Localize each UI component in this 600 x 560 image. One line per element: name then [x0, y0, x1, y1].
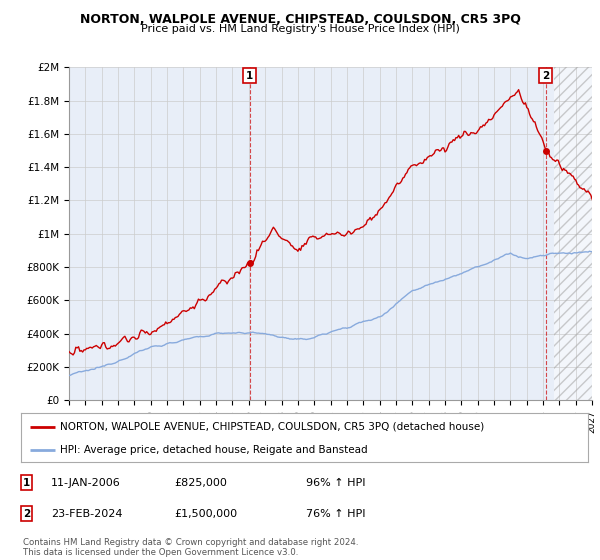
Text: 96% ↑ HPI: 96% ↑ HPI — [306, 478, 365, 488]
Text: 2: 2 — [23, 508, 30, 519]
Text: £1,500,000: £1,500,000 — [174, 508, 237, 519]
Text: NORTON, WALPOLE AVENUE, CHIPSTEAD, COULSDON, CR5 3PQ (detached house): NORTON, WALPOLE AVENUE, CHIPSTEAD, COULS… — [59, 422, 484, 432]
Text: Contains HM Land Registry data © Crown copyright and database right 2024.
This d: Contains HM Land Registry data © Crown c… — [23, 538, 358, 557]
Text: 23-FEB-2024: 23-FEB-2024 — [51, 508, 122, 519]
Text: 76% ↑ HPI: 76% ↑ HPI — [306, 508, 365, 519]
Text: 2: 2 — [542, 71, 549, 81]
Text: 1: 1 — [246, 71, 253, 81]
Text: 11-JAN-2006: 11-JAN-2006 — [51, 478, 121, 488]
Text: NORTON, WALPOLE AVENUE, CHIPSTEAD, COULSDON, CR5 3PQ: NORTON, WALPOLE AVENUE, CHIPSTEAD, COULS… — [80, 13, 520, 26]
Text: £825,000: £825,000 — [174, 478, 227, 488]
Text: Price paid vs. HM Land Registry's House Price Index (HPI): Price paid vs. HM Land Registry's House … — [140, 24, 460, 34]
Text: 1: 1 — [23, 478, 30, 488]
Text: HPI: Average price, detached house, Reigate and Banstead: HPI: Average price, detached house, Reig… — [59, 445, 367, 455]
